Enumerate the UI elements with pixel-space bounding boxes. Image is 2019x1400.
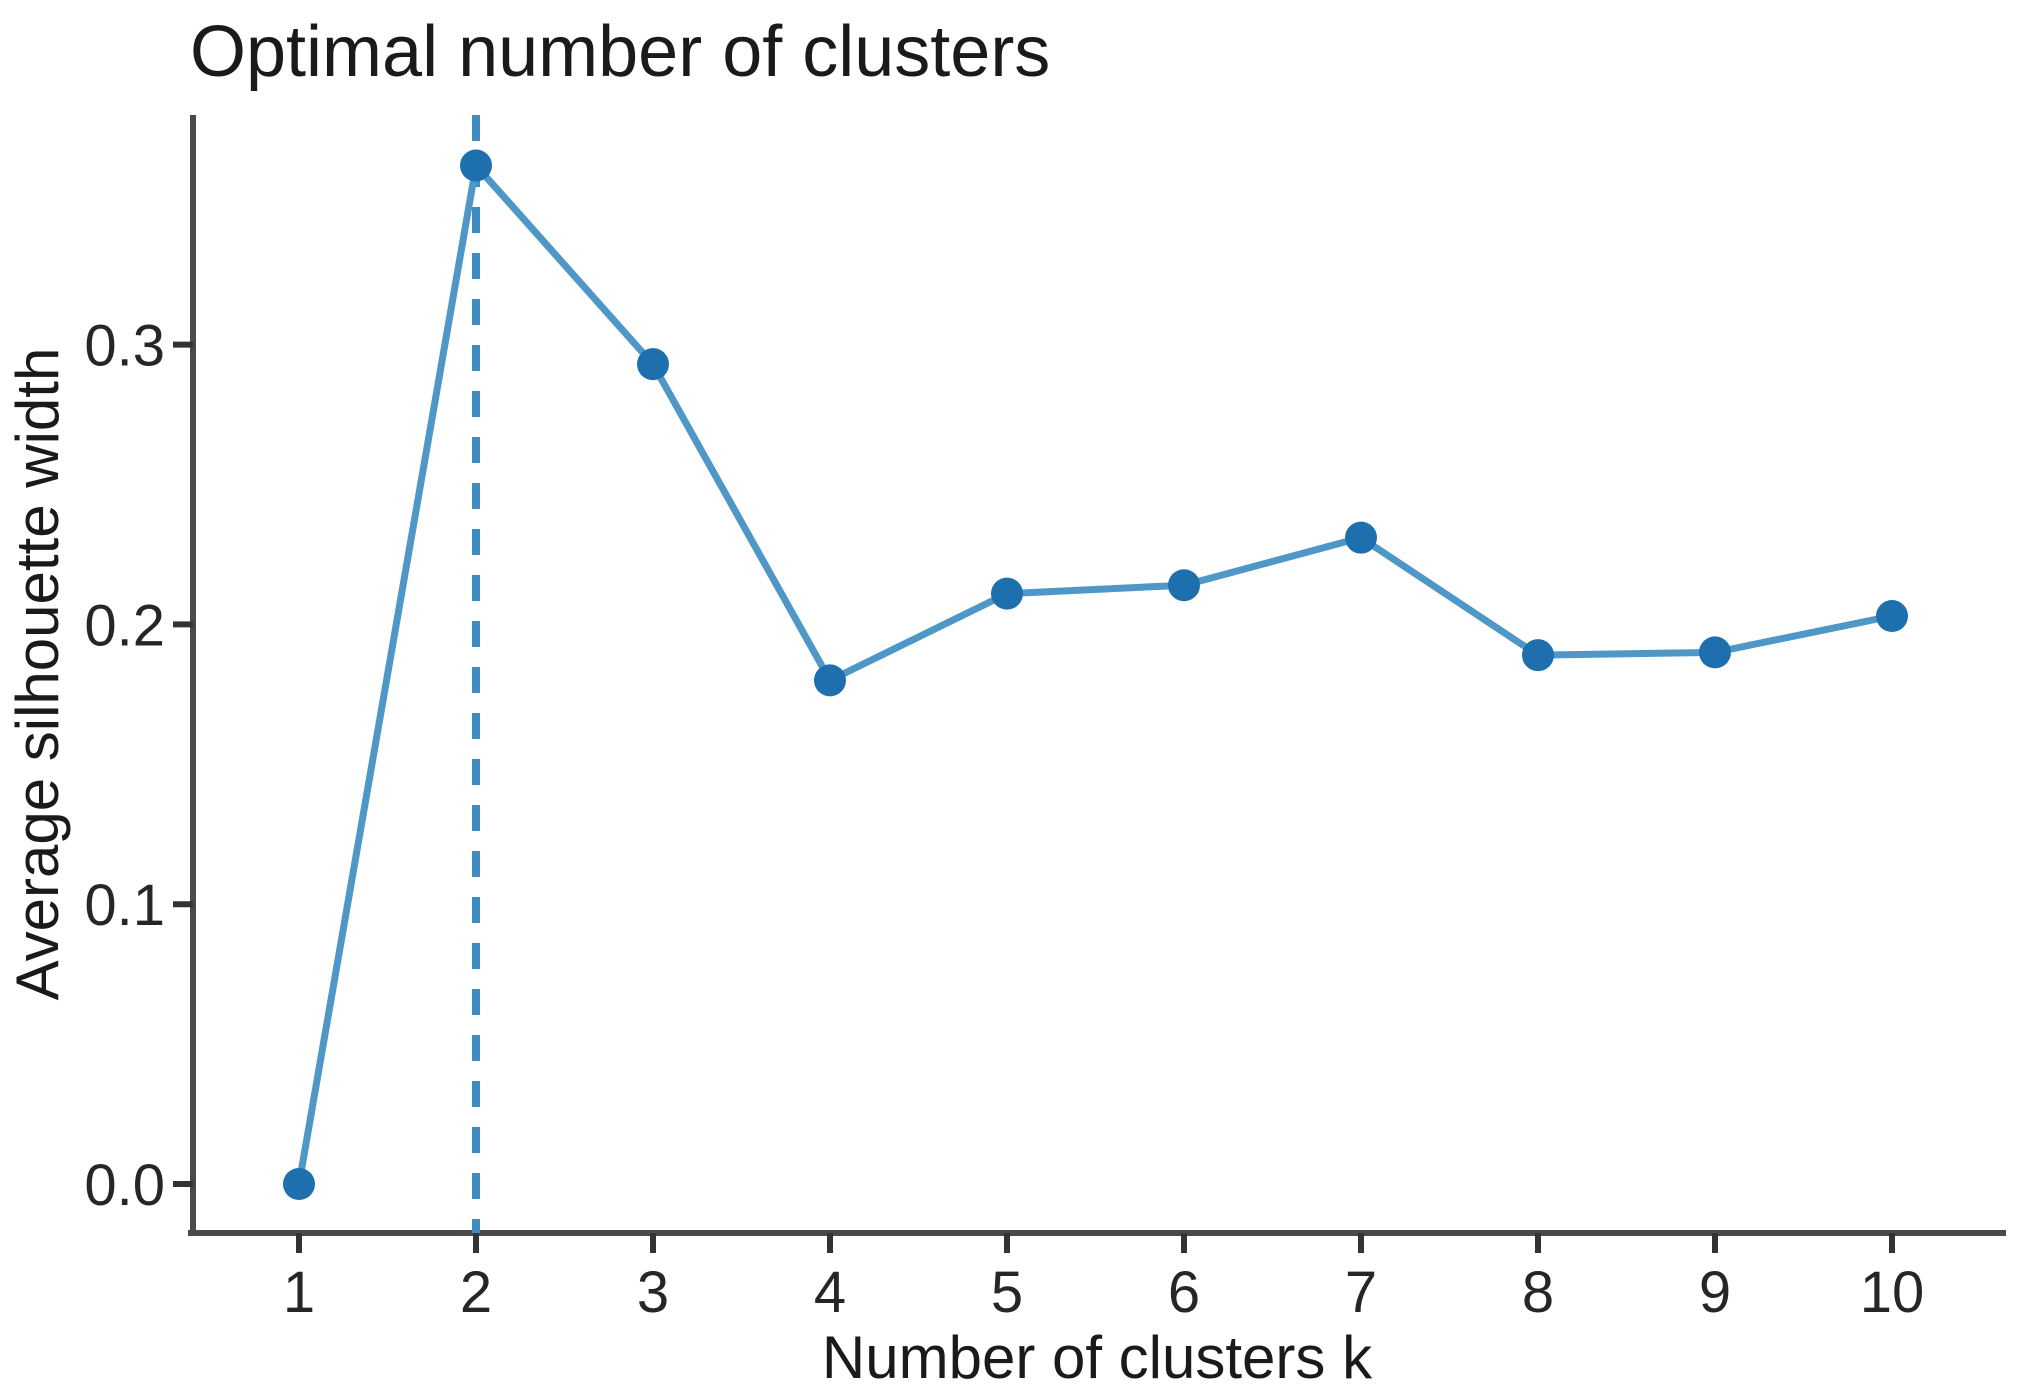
- y-axis-label: Average silhouette width: [4, 348, 71, 1001]
- x-tick-label: 6: [1168, 1260, 1200, 1325]
- x-tick-label: 2: [460, 1260, 492, 1325]
- y-tick-label: 0.0: [84, 1153, 165, 1218]
- plot-marks: [283, 115, 1908, 1233]
- x-tick-label: 7: [1345, 1260, 1377, 1325]
- x-tick-label: 8: [1522, 1260, 1554, 1325]
- x-tick-label: 1: [283, 1260, 315, 1325]
- y-tick-label: 0.1: [84, 873, 165, 938]
- data-point: [991, 577, 1023, 610]
- data-point: [1522, 639, 1554, 672]
- chart-title: Optimal number of clusters: [190, 12, 1050, 92]
- data-point: [460, 149, 492, 182]
- data-point: [1699, 636, 1731, 669]
- y-tick-label: 0.3: [84, 314, 165, 379]
- data-point: [637, 348, 669, 381]
- x-tick-label: 4: [814, 1260, 846, 1325]
- x-axis-label: Number of clusters k: [822, 1324, 1373, 1391]
- data-point: [1876, 600, 1908, 633]
- y-tick-label: 0.2: [84, 593, 165, 658]
- series-line: [295, 162, 1893, 1185]
- x-tick-label: 3: [637, 1260, 669, 1325]
- x-tick-label: 5: [991, 1260, 1023, 1325]
- x-tick-label: 9: [1699, 1260, 1731, 1325]
- data-point: [814, 664, 846, 697]
- data-point: [1345, 521, 1377, 554]
- data-point: [283, 1168, 315, 1200]
- axes: 0.0 0.1 0.2 0.3 1 2 3 4 5 6 7 8 9 10: [84, 115, 2006, 1325]
- x-tick-label: 10: [1860, 1260, 1925, 1325]
- data-point: [1168, 569, 1200, 602]
